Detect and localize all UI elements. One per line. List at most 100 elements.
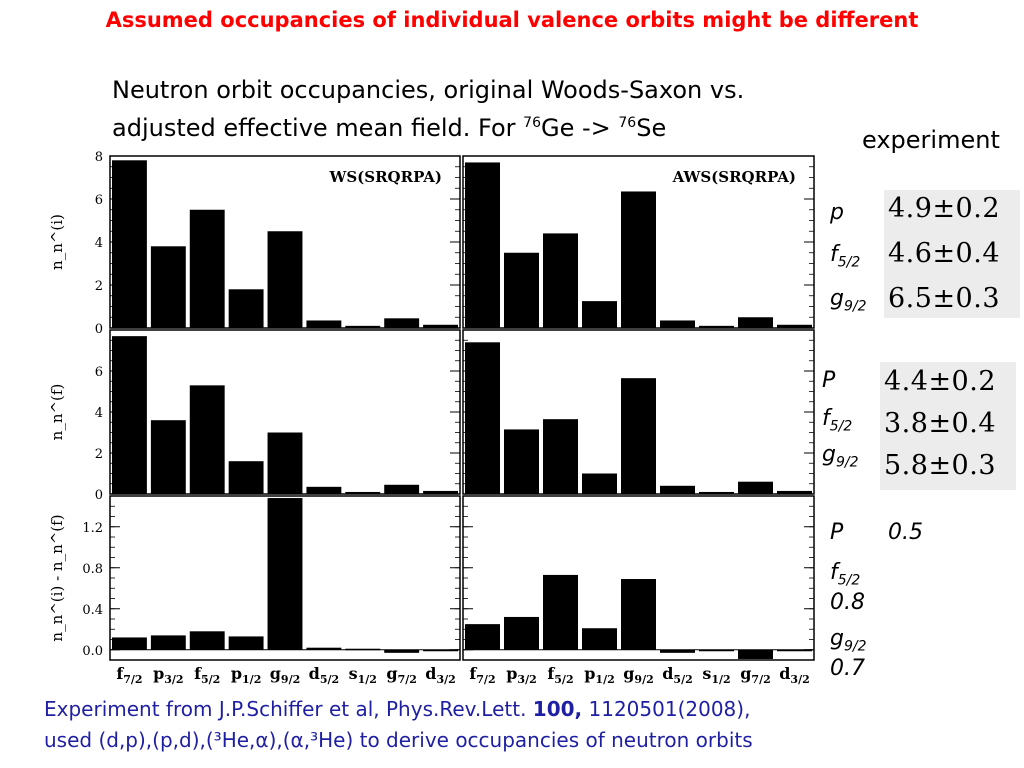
orbit-label: g9/2	[822, 442, 859, 471]
bar	[621, 191, 656, 328]
orbit-label: g9/2	[830, 626, 867, 655]
y-axis-label: n_n^(i) - n_n^(f)	[48, 514, 66, 641]
bar	[384, 484, 420, 494]
subtitle-se: Se	[636, 114, 667, 142]
occupancy-value: 6.5±0.3	[888, 283, 1001, 314]
x-tick-label: s1/2	[702, 664, 730, 686]
y-tick-label: 6	[95, 365, 103, 380]
footer-line-2: used (d,p),(p,d),(³He,α),(α,³He) to deri…	[44, 728, 753, 752]
bar	[504, 616, 539, 650]
mass-number-se: 76	[618, 115, 637, 131]
y-tick-label: 4	[95, 406, 103, 421]
bar	[306, 486, 342, 494]
orbit-label: f5/2	[822, 406, 853, 435]
subtitle-line-1: Neutron orbit occupancies, original Wood…	[112, 76, 745, 104]
x-tick-label: p1/2	[584, 664, 615, 686]
bar	[267, 231, 303, 328]
x-tick-label: g7/2	[386, 664, 417, 686]
subtitle-ge: Ge ->	[541, 114, 619, 142]
bar	[306, 647, 342, 650]
bar	[112, 336, 147, 494]
bar	[150, 635, 186, 650]
bar	[582, 473, 617, 494]
y-tick-label: 0	[95, 322, 103, 337]
bar	[504, 429, 539, 494]
bar	[112, 160, 147, 328]
bar	[699, 325, 734, 328]
bar	[423, 649, 458, 652]
bar	[543, 419, 578, 494]
occupancy-difference-value: 0.7	[830, 656, 865, 681]
y-tick-label: 0.8	[82, 562, 103, 577]
bar	[660, 649, 695, 653]
x-tick-label: d3/2	[425, 664, 456, 686]
x-tick-label: s1/2	[349, 664, 377, 686]
bar	[738, 317, 773, 328]
subtitle-text: adjusted effective mean field. For	[112, 114, 524, 142]
orbit-label: P	[822, 368, 836, 393]
x-tick-label: p3/2	[153, 664, 184, 686]
x-tick-label: p1/2	[231, 664, 262, 686]
bar	[189, 385, 225, 494]
occupancy-difference-value: 0.8	[830, 590, 865, 615]
subtitle: Neutron orbit occupancies, original Wood…	[112, 74, 744, 145]
x-tick-label: g9/2	[623, 664, 654, 686]
y-tick-label: 0.4	[82, 603, 103, 618]
occupancy-value: 5.8±0.3	[884, 450, 997, 481]
slide-title: Assumed occupancies of individual valenc…	[105, 8, 919, 32]
x-tick-label: f7/2	[469, 664, 495, 686]
bar	[738, 481, 773, 494]
bar	[621, 579, 656, 650]
bar	[267, 432, 303, 494]
bar	[660, 485, 695, 494]
orbit-label: p	[830, 200, 844, 225]
bar	[345, 491, 381, 494]
x-tick-label: f5/2	[194, 664, 220, 686]
bar	[582, 301, 617, 328]
bar	[112, 637, 147, 650]
y-tick-label: 0	[95, 488, 103, 503]
y-tick-label: 0.0	[82, 644, 103, 659]
bar	[465, 624, 500, 650]
bar	[777, 324, 812, 328]
bar	[228, 289, 264, 328]
x-tick-label: f5/2	[547, 664, 573, 686]
y-tick-label: 2	[95, 447, 103, 462]
orbit-label: g9/2	[830, 286, 867, 315]
bar	[543, 574, 578, 650]
bar	[306, 320, 342, 328]
bar	[267, 498, 303, 650]
bar	[423, 324, 458, 328]
y-axis-label: n_n^(i)	[48, 214, 66, 270]
panel-label: WS(SRQRPA)	[328, 168, 442, 186]
bar	[228, 461, 264, 494]
footer-reference: Experiment from J.P.Schiffer et al, Phys…	[44, 694, 753, 756]
y-axis-label: n_n^(f)	[48, 384, 66, 441]
bar	[777, 649, 812, 652]
x-tick-label: p3/2	[506, 664, 537, 686]
bar	[621, 378, 656, 494]
orbit-label: f5/2	[830, 560, 861, 589]
orbit-label: f5/2	[830, 242, 861, 271]
bar	[345, 325, 381, 328]
bar	[384, 318, 420, 328]
subtitle-line-2: adjusted effective mean field. For 76Ge …	[112, 107, 744, 145]
bar	[660, 320, 695, 328]
occupancy-value: 3.8±0.4	[884, 408, 997, 439]
experiment-box-2	[880, 362, 1016, 490]
bar	[465, 342, 500, 494]
bar	[150, 420, 186, 494]
bar	[543, 233, 578, 328]
y-tick-label: 4	[95, 236, 103, 251]
bar	[504, 252, 539, 328]
bar	[582, 628, 617, 650]
y-tick-label: 8	[95, 150, 103, 165]
experiment-box-1	[884, 190, 1020, 318]
y-tick-label: 1.2	[82, 521, 103, 536]
x-tick-label: d5/2	[309, 664, 340, 686]
bar	[150, 246, 186, 328]
bar	[384, 649, 420, 653]
occupancy-difference-value: 0.5	[888, 520, 923, 545]
bar	[189, 209, 225, 328]
